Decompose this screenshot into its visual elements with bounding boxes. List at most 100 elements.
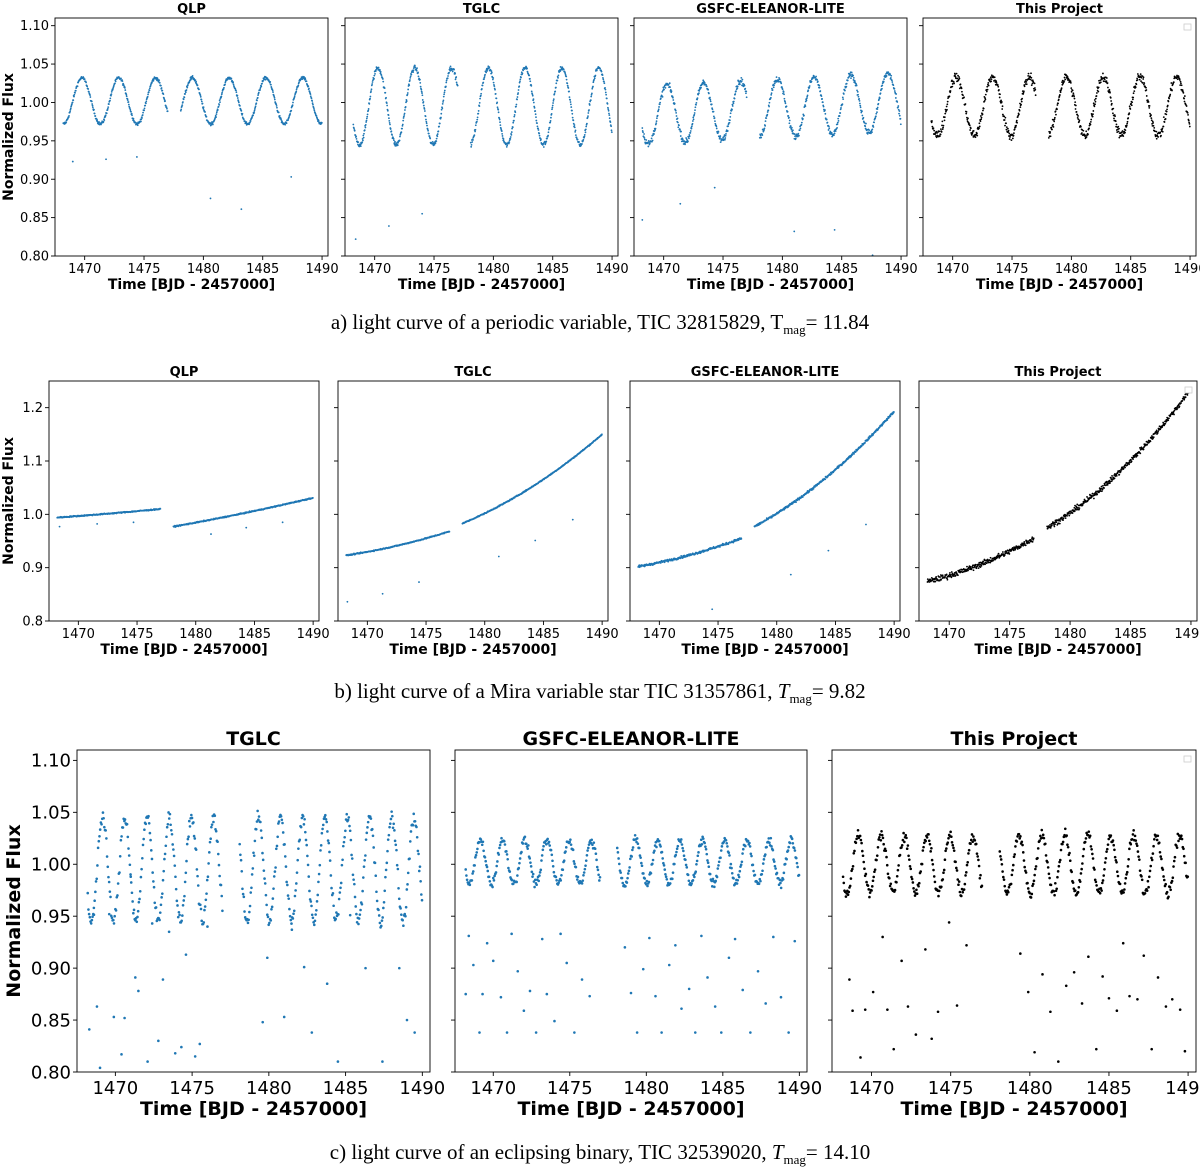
data-point (787, 115, 790, 117)
data-point (1070, 90, 1073, 93)
data-point (65, 121, 68, 124)
data-point (412, 71, 415, 74)
data-point (404, 109, 406, 111)
data-point (821, 98, 824, 100)
data-point (1022, 90, 1025, 93)
data-point (691, 120, 694, 122)
data-point (864, 125, 867, 128)
data-point (971, 131, 974, 134)
data-point (695, 101, 698, 104)
data-point (642, 131, 644, 134)
x-tick-label: 1470 (351, 627, 384, 642)
data-point (257, 91, 260, 94)
data-point (861, 110, 863, 112)
data-point (1089, 120, 1092, 123)
data-point (73, 93, 76, 96)
data-point (1007, 129, 1010, 132)
data-point (1162, 116, 1165, 119)
data-point (971, 134, 973, 136)
data-point (581, 143, 583, 145)
data-point (840, 107, 842, 109)
data-point (269, 80, 272, 83)
data-point (142, 111, 144, 114)
data-point (808, 85, 811, 87)
data-point (1185, 105, 1188, 107)
data-point (999, 93, 1001, 96)
data-point (985, 90, 988, 93)
data-point (159, 84, 162, 87)
data-point (1055, 113, 1057, 116)
data-point (1099, 81, 1102, 84)
data-point (517, 89, 520, 91)
data-point (899, 117, 902, 120)
y-tick-label: 0.9 (22, 561, 43, 576)
data-point (601, 433, 603, 436)
data-point (595, 69, 598, 72)
data-point (1094, 103, 1097, 106)
data-point (729, 115, 732, 118)
data-point (808, 86, 811, 89)
data-point (402, 115, 405, 118)
data-point (159, 507, 162, 510)
data-point (132, 117, 135, 120)
data-point (132, 521, 135, 524)
data-point (145, 102, 147, 105)
data-point (764, 120, 767, 123)
data-point (1092, 102, 1095, 105)
data-point (131, 114, 133, 117)
data-point (765, 117, 768, 119)
data-point (778, 76, 780, 79)
data-point (313, 107, 315, 110)
x-tick-label: 1490 (306, 262, 339, 277)
data-point (1102, 80, 1105, 83)
x-tick-label: 1485 (527, 627, 560, 642)
data-point (653, 133, 655, 135)
data-point (1179, 84, 1182, 87)
data-point (417, 71, 420, 74)
data-point (788, 119, 791, 122)
data-point (194, 79, 197, 82)
data-point (365, 119, 368, 122)
data-point (512, 121, 515, 124)
data-point (317, 119, 320, 122)
data-point (948, 95, 951, 98)
data-point (1178, 79, 1181, 81)
data-point (534, 113, 537, 116)
x-tick-label: 1475 (120, 627, 153, 642)
chart-title: TGLC (463, 2, 500, 17)
data-point (962, 94, 964, 97)
data-point (444, 85, 447, 88)
data-point (684, 143, 686, 146)
data-point (715, 127, 718, 130)
chart-panel: GSFC-ELEANOR-LITE147014751480148514900.8… (630, 2, 918, 293)
data-point (1142, 78, 1145, 80)
data-point (1001, 108, 1004, 110)
data-point (643, 138, 646, 141)
data-point (727, 125, 730, 128)
data-point (795, 501, 797, 504)
data-point (406, 92, 409, 94)
data-point (555, 82, 558, 85)
data-point (516, 98, 519, 101)
data-point (491, 78, 494, 81)
data-point (86, 85, 89, 88)
data-point (575, 136, 578, 139)
data-point (510, 131, 513, 133)
data-point (1131, 101, 1134, 104)
data-point (890, 74, 893, 77)
data-point (71, 160, 74, 163)
data-point (736, 85, 739, 88)
data-point (540, 138, 542, 140)
data-point (568, 90, 570, 93)
chart-title: This Project (1016, 2, 1103, 17)
data-point (290, 176, 293, 178)
data-point (375, 68, 377, 71)
data-point (584, 131, 587, 134)
data-point (803, 114, 805, 117)
data-point (547, 128, 550, 131)
data-point (1142, 83, 1145, 86)
data-point (790, 128, 793, 131)
data-point (130, 112, 133, 115)
data-point (675, 112, 678, 114)
